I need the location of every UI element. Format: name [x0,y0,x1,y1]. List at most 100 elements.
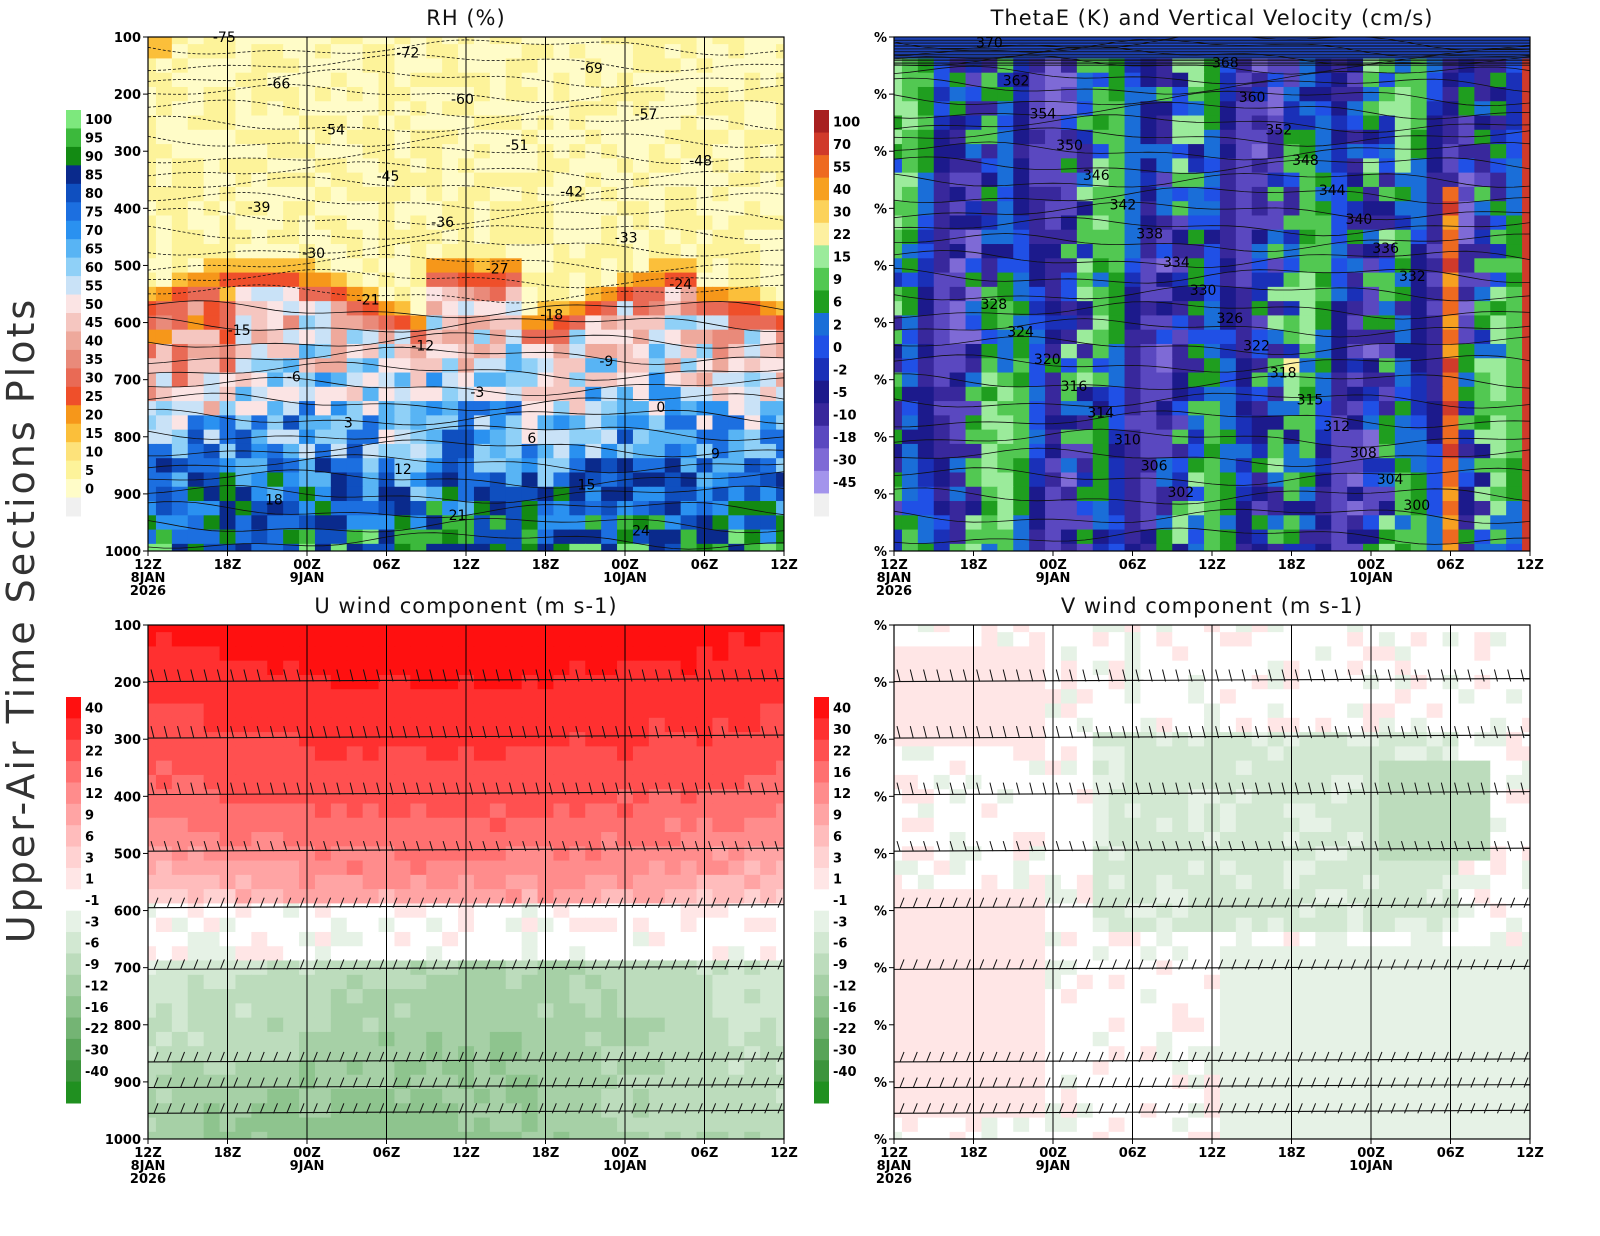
rh-cell [473,229,491,245]
rh-cell [569,58,586,74]
thetae-cell [894,229,903,245]
rh-cell [632,129,650,145]
rh-cell [148,86,157,102]
thetae-cell [1378,372,1396,388]
rh-cell [569,201,586,217]
uwind-cell [426,1031,443,1047]
uwind-cell [680,1117,698,1133]
rh-cell [267,72,284,88]
uwind-cell [569,674,586,690]
uwind-cell [148,1003,157,1019]
rh-cell [728,44,745,60]
thetae-cell [1426,229,1444,245]
uwind-cell [155,717,173,733]
rh-cell [728,458,745,474]
uwind-cell [362,674,380,690]
thetae-cell [1347,443,1364,459]
contour-label: 318 [1270,365,1297,381]
thetae-cell [1204,286,1221,302]
uwind-cell [680,789,698,805]
uwind-cell [362,974,380,990]
thetae-cell [1140,101,1157,117]
thetae-cell [1506,415,1523,431]
rh-cell [505,343,523,359]
uwind-cell [267,960,284,976]
thetae-cell [1251,229,1269,245]
thetae-cell [1219,229,1237,245]
rh-cell [680,86,698,102]
uwind-cell [314,931,332,947]
rh-contour-line [148,254,784,273]
uwind-cell [394,717,411,733]
uwind-cell [601,746,618,762]
thetae-cell [1410,201,1428,217]
rh-cell [251,358,268,374]
thetae-cell [1045,272,1062,288]
uwind-cell [267,1046,284,1062]
y-tick-label: % [874,259,887,274]
contour-label: 6 [527,431,536,447]
uwind-cell [283,1103,300,1119]
uwind-cell [744,946,761,962]
thetae-cell [1522,201,1530,217]
thetae-cell [1490,529,1507,545]
rh-cell [728,386,745,402]
thetae-cell [1140,286,1157,302]
rh-cell [426,386,443,402]
uwind-cell [187,1046,205,1062]
uwind-cell [283,732,300,747]
rh-cell [664,329,682,345]
rh-cell [346,329,364,345]
uwind-cell [267,1060,284,1076]
uwind-cell [585,1089,602,1104]
thetae-cell [1267,386,1285,402]
colorbar-swatch [66,331,81,351]
rh-cell [346,401,364,416]
thetae-cell [1188,101,1205,117]
uwind-cell [171,717,189,733]
rh-cell [553,343,570,359]
rh-cell [346,358,364,374]
rh-cell [648,501,666,516]
rh-cell [426,443,443,459]
thetae-cell [933,358,951,374]
uwind-cell [442,917,459,933]
thetae-cell [1474,429,1491,445]
thetae-cell [1045,529,1062,545]
rh-cell [330,301,348,317]
rh-cell [410,501,427,516]
uwind-cell [148,789,157,805]
rh-cell [330,386,348,402]
uwind-cell [330,632,348,648]
thetae-cell [949,215,967,231]
contour-label: 360 [1239,90,1266,106]
thetae-cell [1251,358,1269,374]
rh-cell [346,272,364,288]
thetae-cell [1442,129,1460,145]
thetae-cell [1458,358,1475,374]
thetae-cell [949,72,967,88]
uwind-cell [203,874,221,890]
thetae-cell [1108,472,1126,488]
uwind-cell [505,1074,523,1090]
rh-cell [171,486,189,502]
uwind-cell [442,746,459,762]
uwind-cell [505,832,523,847]
uwind-cell [680,1017,698,1033]
thetae-cell [949,501,967,516]
uwind-cell [489,660,507,676]
thetae-cell [894,386,903,402]
rh-contour-line [148,225,784,240]
rh-cell [553,86,570,102]
rh-cell [362,329,380,345]
rh-cell [410,458,427,474]
rh-cell [330,415,348,431]
rh-cell [267,286,284,302]
rh-cell [426,129,443,145]
thetae-cell [1124,486,1142,502]
wind-barb [455,669,460,682]
uwind-cell [155,803,173,819]
rh-cell [314,44,332,60]
rh-cell [171,315,189,331]
thetae-cell [1331,529,1348,545]
